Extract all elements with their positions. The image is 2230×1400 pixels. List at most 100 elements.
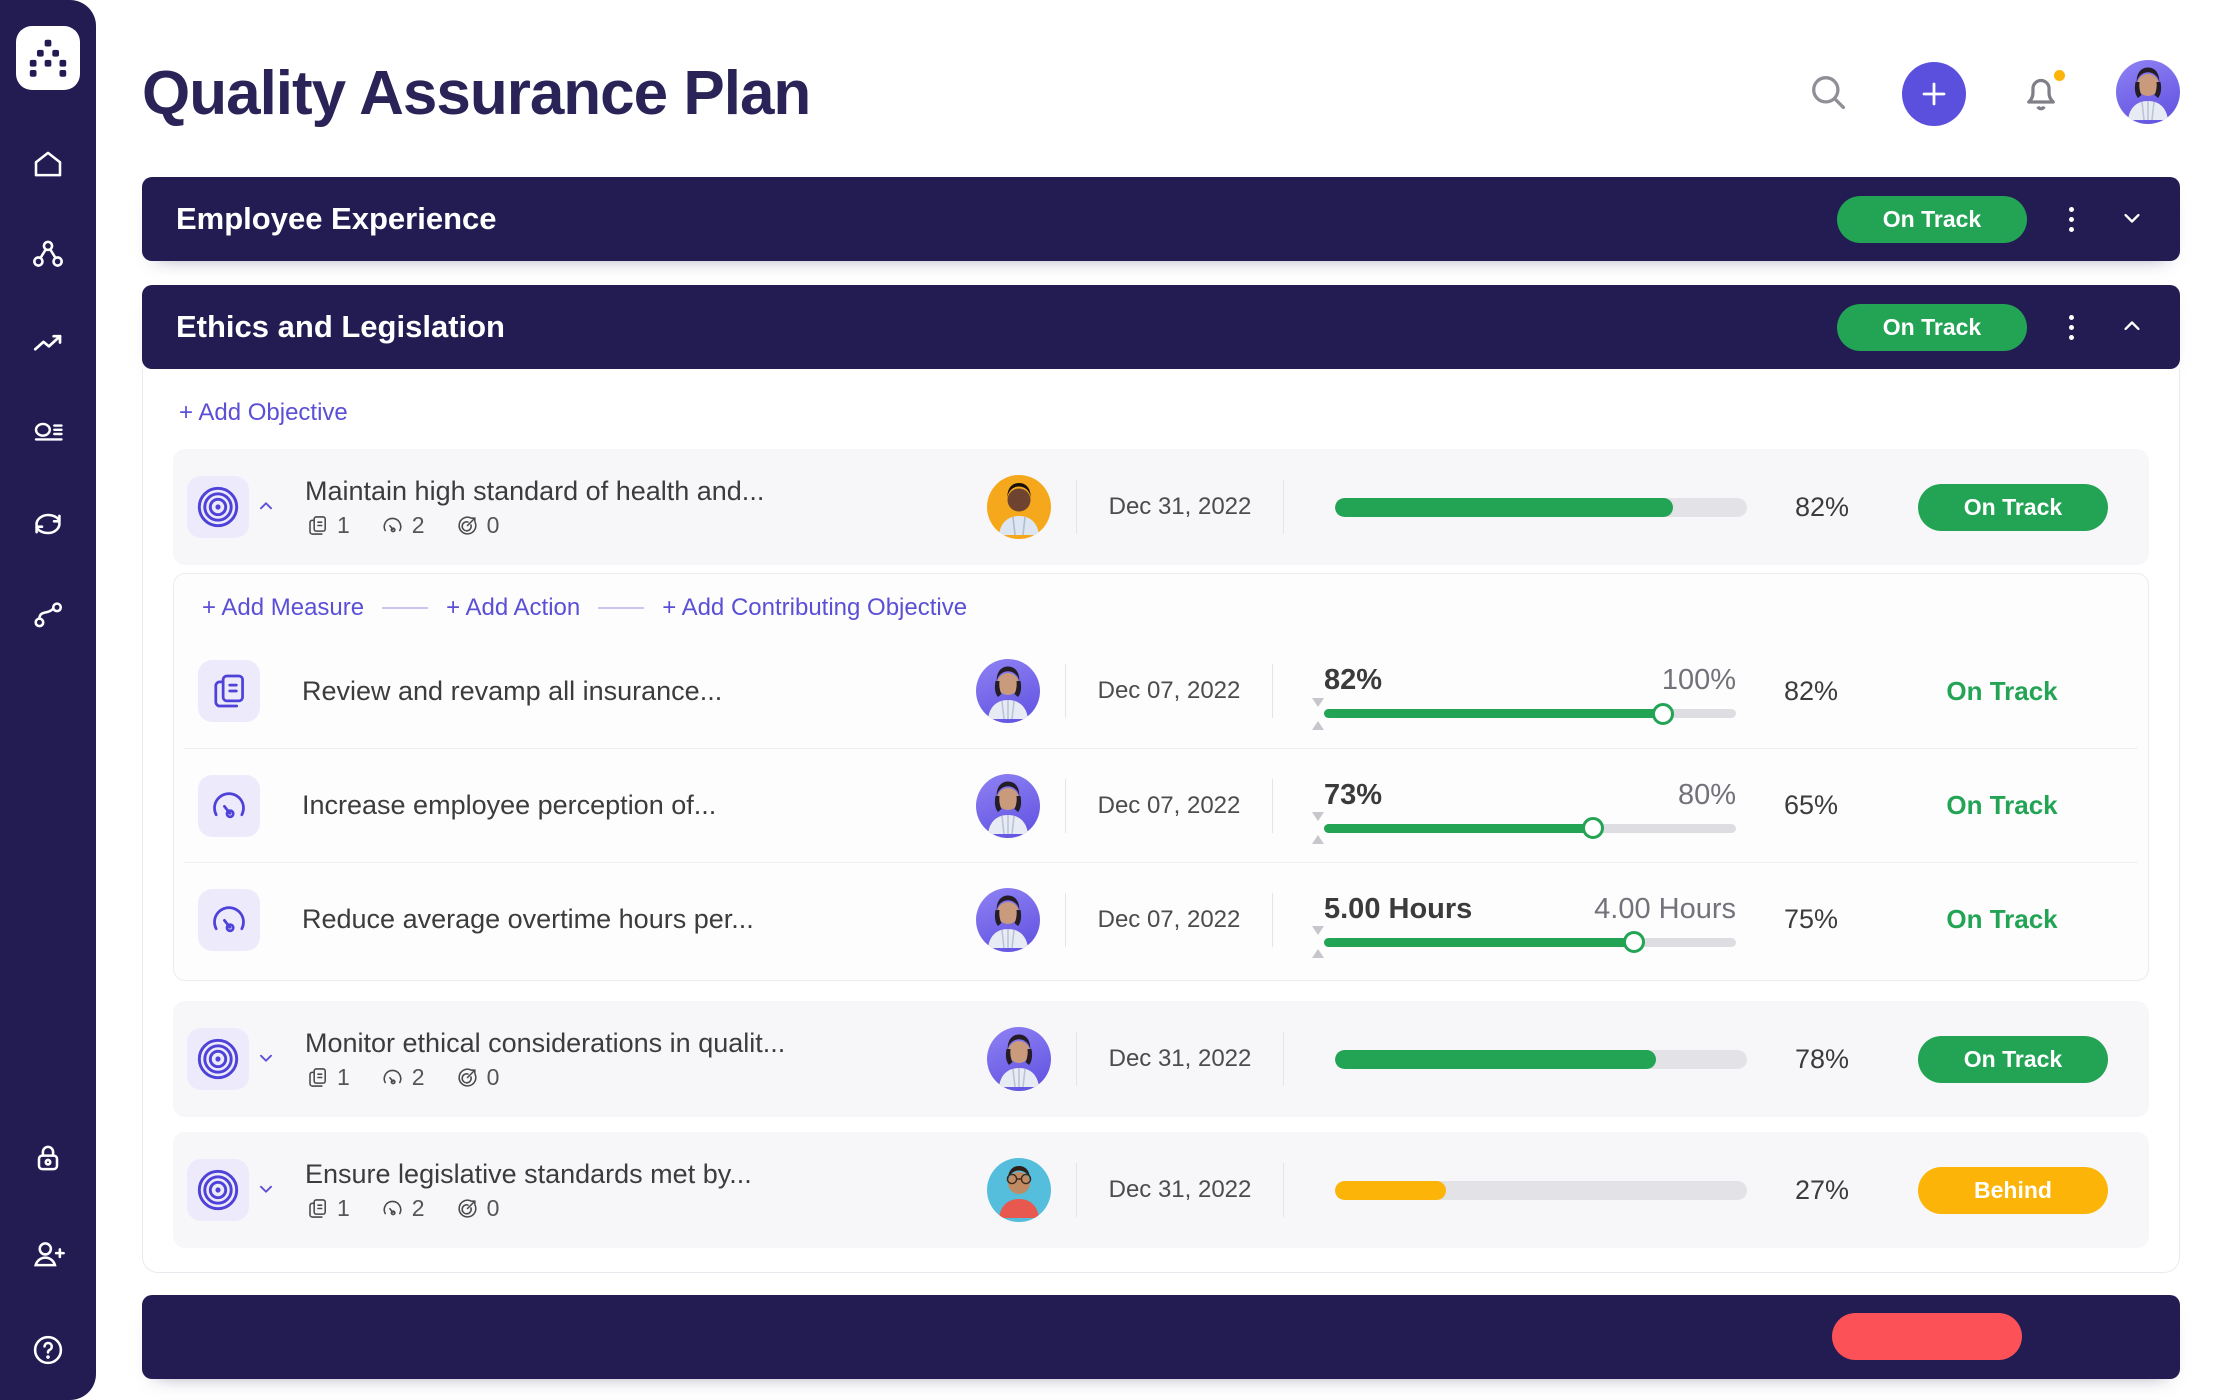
owner-avatar[interactable]	[976, 659, 1040, 723]
target-value-label: 100%	[1661, 664, 1736, 696]
owner-avatar[interactable]	[987, 475, 1051, 539]
lock-icon	[37, 1145, 59, 1171]
add-button[interactable]	[1902, 61, 1966, 126]
branch-icon	[34, 602, 63, 628]
status-text: On Track	[1946, 790, 2058, 820]
section-menu-button[interactable]	[2063, 309, 2080, 346]
objective-collapse-button[interactable]	[255, 495, 277, 520]
search-icon	[1812, 76, 1846, 110]
slider-thumb[interactable]	[1651, 702, 1674, 725]
topbar-actions	[1806, 60, 2180, 127]
gauge-icon	[383, 1200, 402, 1215]
target-icon	[457, 1198, 477, 1218]
objective-expand-button[interactable]	[255, 1047, 277, 1072]
objective-row[interactable]: Maintain high standard of health and... …	[173, 449, 2149, 565]
doc-count: 1	[305, 1064, 350, 1091]
target-value-label: 80%	[1677, 778, 1736, 811]
app-logo[interactable]	[16, 26, 80, 90]
topbar: Quality Assurance Plan	[142, 0, 2180, 129]
status-badge[interactable]: On Track	[1837, 303, 2027, 351]
slider-thumb[interactable]	[1623, 931, 1645, 953]
section-title: Ethics and Legislation	[176, 309, 505, 344]
measure-title[interactable]: Increase employee perception of...	[302, 790, 717, 820]
user-avatar-button[interactable]	[2116, 60, 2180, 127]
doc-count: 1	[305, 512, 350, 539]
sidebar-item-home[interactable]	[29, 146, 67, 184]
current-value-label: 82%	[1324, 664, 1383, 696]
measure-slider[interactable]	[1312, 812, 1736, 844]
objective-title[interactable]: Monitor ethical considerations in qualit…	[305, 1027, 786, 1058]
sidebar-item-privacy[interactable]	[29, 1140, 67, 1178]
target-icon	[457, 515, 477, 535]
measure-slider[interactable]	[1312, 926, 1736, 958]
slider-thumb[interactable]	[1581, 817, 1604, 839]
divider	[1272, 664, 1273, 718]
due-date: Dec 07, 2022	[1097, 677, 1241, 704]
add-contributing-objective-link[interactable]: + Add Contributing Objective	[662, 594, 968, 621]
objective-stats: 1 2 0	[305, 512, 975, 539]
objective-target-icon	[187, 1159, 249, 1221]
status-badge[interactable]: On Track	[1837, 195, 2027, 243]
section-menu-button[interactable]	[2063, 201, 2080, 238]
chevron-down-icon	[260, 1054, 272, 1062]
measure-row[interactable]: Increase employee perception of... Dec 0…	[184, 748, 2138, 862]
sidebar-item-help[interactable]	[29, 1332, 67, 1370]
add-measure-link[interactable]: + Add Measure	[202, 594, 365, 621]
add-action-link[interactable]: + Add Action	[446, 594, 581, 621]
progress-bar	[1335, 1180, 1747, 1200]
doc-count: 1	[305, 1195, 350, 1222]
objective-row[interactable]: Ensure legislative standards met by... 1…	[173, 1132, 2149, 1248]
objective-title[interactable]: Maintain high standard of health and...	[305, 475, 765, 506]
objective-expand-button[interactable]	[255, 1178, 277, 1203]
sidebar-item-performance[interactable]	[29, 326, 67, 364]
target-value-label: 4.00 Hours	[1594, 892, 1736, 925]
owner-avatar[interactable]	[987, 1027, 1051, 1091]
objective-target-icon	[187, 476, 249, 538]
status-badge[interactable]: Behind	[1918, 1166, 2108, 1214]
sidebar-item-org[interactable]	[29, 236, 67, 274]
section-collapse-button[interactable]	[2118, 204, 2146, 235]
divider	[1065, 664, 1066, 718]
objective-target-icon	[187, 1028, 249, 1090]
user-avatar	[2116, 60, 2180, 124]
link-separator	[382, 607, 429, 609]
invite-user-icon	[34, 1242, 65, 1267]
measure-row[interactable]: Review and revamp all insurance... Dec 0…	[184, 634, 2138, 748]
sidebar-item-sync[interactable]	[29, 506, 67, 544]
status-text: On Track	[1946, 904, 2058, 934]
objective-title[interactable]: Ensure legislative standards met by...	[305, 1158, 752, 1189]
add-links-row: + Add Measure + Add Action + Add Contrib…	[202, 594, 2138, 622]
sidebar-item-reports[interactable]	[29, 416, 67, 454]
sidebar-item-invite-user[interactable]	[29, 1236, 67, 1274]
gauge-icon	[383, 517, 402, 532]
status-badge[interactable]: On Track	[1918, 1035, 2108, 1083]
document-icon	[309, 515, 326, 535]
measure-title[interactable]: Reduce average overtime hours per...	[302, 904, 754, 934]
divider	[1272, 892, 1273, 947]
owner-avatar[interactable]	[987, 1158, 1051, 1222]
divider	[1065, 892, 1066, 947]
section-collapse-button[interactable]	[2118, 312, 2146, 343]
measure-row[interactable]: Reduce average overtime hours per... Dec…	[184, 862, 2138, 976]
owner-avatar[interactable]	[976, 773, 1040, 838]
search-button[interactable]	[1806, 70, 1850, 117]
notifications-button[interactable]	[2018, 67, 2068, 118]
plus-icon	[1922, 82, 1946, 105]
owner-avatar[interactable]	[976, 887, 1040, 952]
measure-slider[interactable]	[1312, 697, 1736, 730]
measure-gauge-icon	[198, 774, 260, 837]
progress-value: 82%	[1783, 675, 1839, 706]
sidebar-item-pathways[interactable]	[29, 596, 67, 634]
due-date: Dec 31, 2022	[1108, 1176, 1252, 1203]
status-badge[interactable]	[1832, 1313, 2022, 1360]
add-objective-link[interactable]: + Add Objective	[179, 399, 348, 426]
measure-document-icon	[198, 660, 260, 722]
trend-arrow-icon	[33, 334, 62, 351]
document-icon	[309, 1198, 326, 1218]
status-badge[interactable]: On Track	[1918, 483, 2108, 531]
progress-value: 78%	[1794, 1043, 1850, 1074]
section-title: Employee Experience	[176, 201, 497, 236]
objective-row[interactable]: Monitor ethical considerations in qualit…	[173, 1001, 2149, 1117]
measure-title[interactable]: Review and revamp all insurance...	[302, 675, 723, 706]
